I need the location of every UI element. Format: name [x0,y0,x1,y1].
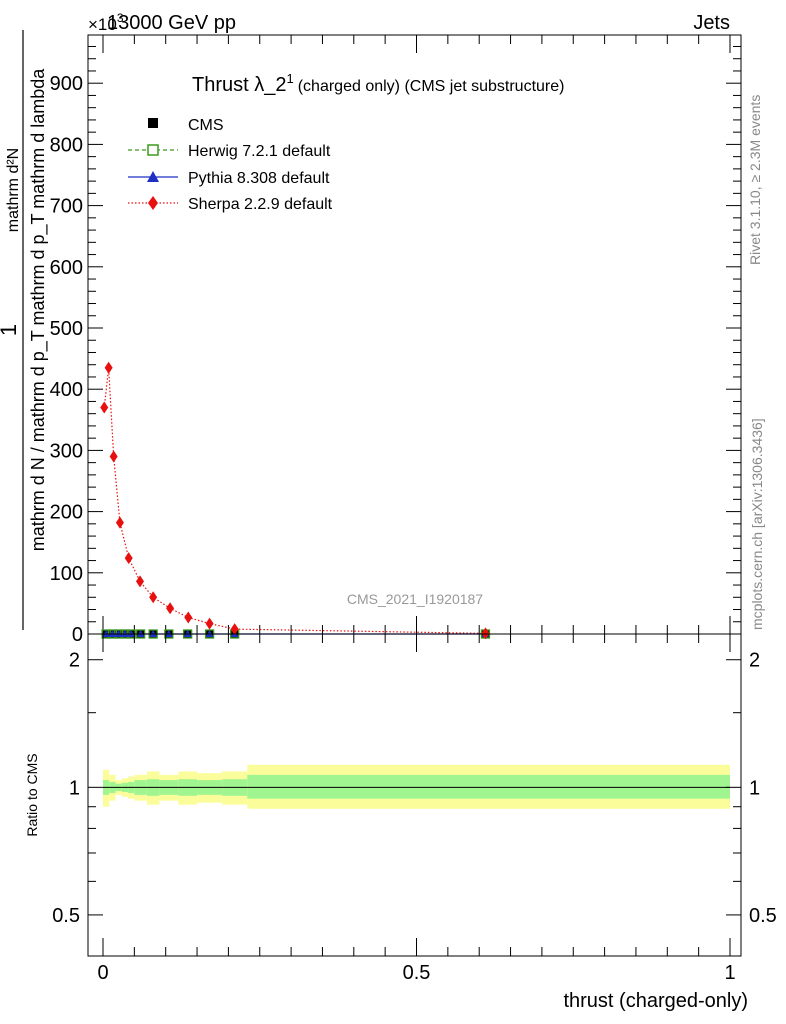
process-label: Jets [693,12,730,34]
y-tick-label: 300 [50,440,83,462]
legend-label-cms: CMS [188,117,224,134]
legend-label-sherpa: Sherpa 2.2.9 default [188,196,333,213]
sherpa-point [100,401,109,414]
legend-entry-herwig: Herwig 7.2.1 default [128,143,331,160]
watermark: CMS_2021_I1920187 [347,591,483,607]
x-axis-label: thrust (charged-only) [563,990,748,1012]
sherpa-point [135,575,144,588]
y-axis-label: 1 mathrm d N / mathrm d p_T mathrm d p_T… [0,30,49,630]
main-x-ticks [102,35,731,634]
y-tick-label: 600 [50,257,83,279]
legend-marker-sherpa [148,196,158,210]
main-frame [87,34,742,635]
y-axis-label-top: mathrm d²N [5,148,22,232]
legend-entry-pythia: Pythia 8.308 default [128,170,330,187]
sherpa-point [184,611,193,624]
sherpa-point [104,361,113,374]
main-panel: 0 100 200 300 400 500 600 700 800 900 Thrust λ_21… [0,30,742,646]
sherpa-point [205,617,214,630]
legend: CMS Herwig 7.2.1 default Pythia 8.308 de… [128,117,333,213]
y-tick-label: 700 [50,196,83,218]
mcplots-label: mcplots.cern.ch [arXiv:1306.3436] [749,418,765,630]
legend-marker-cms [148,118,158,128]
legend-marker-pythia [147,171,159,182]
legend-entry-sherpa: Sherpa 2.2.9 default [128,196,333,213]
legend-marker-herwig [147,144,159,156]
ratio-band-inner [247,774,730,799]
ratio-y-tick-label-right: 1 [749,777,760,799]
ratio-y-tick-label: 0.5 [52,905,80,927]
y-tick-label: 800 [50,134,83,156]
ratio-frame [87,633,742,957]
sherpa-point [115,516,124,529]
y-tick-label: 200 [50,502,83,524]
x-tick-label: 0 [97,962,108,984]
y-tick-label: 900 [50,73,83,95]
sherpa-point [166,602,175,615]
y-axis-label-numerator: 1 [0,324,21,336]
y-tick-label: 400 [50,379,83,401]
ratio-panel: 0.5 0.51 12 2 0 0.5 1 Ratio to CMS thrust (ch… [24,633,777,1012]
y-tick-label: 500 [50,318,83,340]
ratio-y-tick-label: 1 [69,777,80,799]
ratio-y-ticks: 0.5 0.5 1 1 2 2 [52,650,777,927]
legend-label-pythia: Pythia 8.308 default [188,170,330,187]
energy-label: 13000 GeV pp [107,12,236,34]
y-tick-label: 0 [72,624,83,646]
sherpa-point [230,623,239,636]
ratio-y-tick-label-right: 0.5 [749,905,777,927]
sherpa-point [109,450,118,463]
sherpa-point [124,552,133,565]
rivet-label: Rivet 3.1.10, ≥ 2.3M events [747,95,763,265]
ratio-y-tick-label-right: 2 [749,650,760,672]
y-axis-label-denominator: mathrm d N / mathrm d p_T mathrm d p_T m… [28,68,49,551]
ratio-x-ticks: 0 0.5 1 [97,634,736,984]
y-tick-label: 100 [50,563,83,585]
x-tick-label: 0.5 [403,962,431,984]
legend-label-herwig: Herwig 7.2.1 default [188,143,331,160]
y-multiplier: ×103 [88,11,124,34]
sherpa-point [149,591,158,604]
main-y-ticks: 0 100 200 300 400 500 600 700 800 900 [50,45,741,646]
x-tick-label: 1 [724,962,735,984]
ratio-y-label: Ratio to CMS [24,753,40,836]
legend-entry-cms: CMS [148,117,224,134]
chart-title: Thrust λ_21 (charged only) (CMS jet subst… [192,71,564,96]
sherpa-point [481,627,490,640]
ratio-bands [103,764,730,809]
ratio-y-tick-label: 2 [69,650,80,672]
